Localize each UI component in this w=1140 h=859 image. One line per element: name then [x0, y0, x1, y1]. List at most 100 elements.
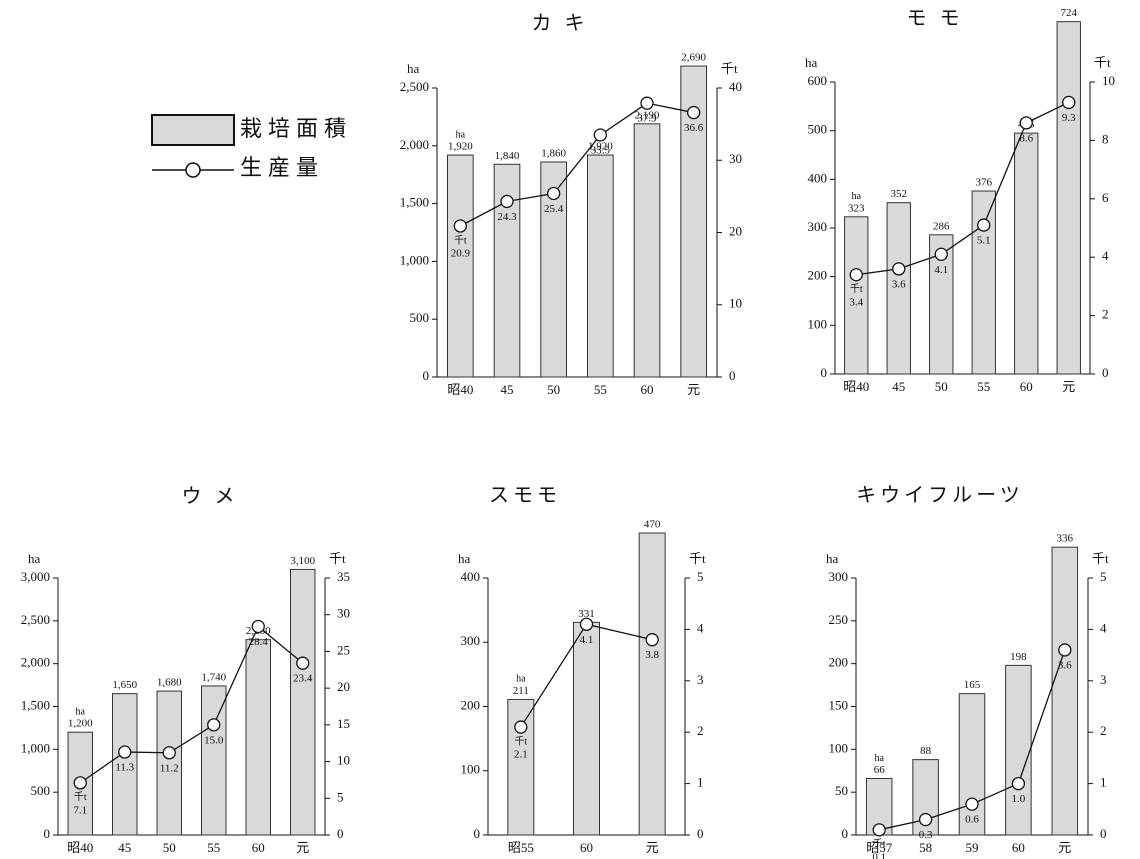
bar: [156, 690, 182, 836]
y-tick-label: 400: [461, 569, 481, 584]
line-value-label: 36.6: [684, 122, 704, 134]
line-marker: [965, 797, 979, 811]
line-value-label: 23.4: [293, 673, 313, 685]
bar-value-label: 88: [920, 745, 932, 757]
x-tick-label: 60: [641, 382, 654, 397]
y2-tick-label: 10: [729, 296, 742, 311]
y2-unit: 千t: [689, 551, 706, 566]
line-unit-label: 千t: [873, 838, 886, 850]
bar: [844, 216, 869, 375]
x-tick-label: 60: [252, 840, 265, 855]
bar-value-label: 336: [1057, 533, 1074, 545]
bar-value-label: 724: [1061, 7, 1078, 19]
line-unit-label: 千t: [454, 234, 467, 246]
y-tick-label: 600: [808, 73, 828, 88]
chart-title: モ モ: [907, 8, 964, 30]
line-value-label: 4.1: [934, 264, 948, 276]
y-unit: ha: [28, 551, 41, 566]
bar: [201, 685, 227, 836]
y-tick-label: 500: [410, 310, 430, 325]
bar-value-label: 1,200: [68, 718, 93, 730]
line-value-label: 28.4: [249, 636, 269, 648]
line-marker: [918, 812, 933, 827]
y2-tick-label: 2: [1100, 723, 1107, 738]
chart-title: カ キ: [532, 13, 589, 35]
bar: [929, 234, 954, 375]
y2-tick-label: 1: [697, 775, 704, 790]
line-value-label: 7.1: [73, 804, 87, 816]
y2-tick-label: 4: [1102, 248, 1109, 263]
bar-unit-label: ha: [852, 191, 862, 202]
line: [460, 102, 694, 227]
y-tick-label: 200: [829, 655, 849, 670]
bar-value-label: 2,190: [635, 109, 660, 121]
x-tick-label: 元: [687, 382, 700, 397]
line-marker: [514, 720, 528, 734]
x-tick-label: 45: [118, 840, 131, 855]
line: [856, 101, 1070, 276]
line-marker: [872, 823, 886, 837]
line-marker: [1019, 116, 1033, 130]
line-value-label: 33.5: [591, 144, 611, 156]
bar-value-label: 470: [644, 519, 661, 531]
x-tick-label: 45: [892, 379, 905, 394]
x-tick-label: 60: [1020, 379, 1033, 394]
y-tick-label: 0: [474, 826, 481, 841]
bar: [638, 532, 666, 836]
bar: [633, 123, 661, 378]
y-unit: ha: [805, 55, 818, 70]
y-tick-label: 300: [808, 219, 828, 234]
x-tick-label: 58: [919, 840, 932, 855]
y-tick-label: 400: [808, 170, 828, 185]
y-tick-label: 200: [461, 697, 481, 712]
line-value-label: 37.9: [637, 113, 657, 125]
y2-unit: 千t: [329, 551, 346, 566]
y-unit: ha: [407, 61, 420, 76]
line-marker: [251, 619, 265, 634]
line-value-label: 11.3: [115, 762, 134, 774]
line-value-label: 2.1: [514, 749, 528, 761]
bar-unit-label: ha: [76, 706, 86, 717]
bar: [1014, 132, 1039, 375]
bar-value-label: 165: [964, 679, 981, 691]
y-tick-label: 2,000: [400, 137, 429, 152]
line-value-label: 25.4: [544, 203, 564, 215]
line-marker: [1058, 643, 1072, 657]
x-tick-label: 60: [1012, 840, 1025, 855]
line-value-label: 20.9: [451, 248, 471, 260]
bar-unit-label: ha: [516, 674, 526, 685]
bar: [1051, 546, 1079, 836]
bar-value-label: 1,840: [495, 150, 520, 162]
y2-tick-label: 1: [1100, 775, 1107, 790]
bar: [507, 698, 535, 836]
y-tick-label: 100: [461, 762, 481, 777]
line-value-label: 3.8: [645, 649, 659, 661]
bar-value-label: 376: [976, 177, 993, 189]
y-tick-label: 2,000: [21, 655, 50, 670]
bar: [245, 639, 271, 836]
line-marker: [934, 247, 948, 261]
bar: [1056, 21, 1081, 375]
line-unit-label: 千t: [850, 283, 863, 295]
bar: [971, 190, 996, 375]
line-marker: [977, 218, 991, 232]
line-marker: [645, 633, 659, 647]
chart-title: ウ メ: [182, 486, 239, 508]
line-marker: [640, 96, 654, 110]
x-tick-label: 元: [646, 840, 659, 855]
y-tick-label: 500: [808, 122, 828, 137]
bar-unit-label: ha: [456, 129, 466, 140]
line-value-label: 3.6: [1058, 659, 1072, 671]
line-marker: [500, 194, 514, 209]
x-tick-label: 50: [935, 379, 948, 394]
y2-unit: 千t: [721, 61, 738, 76]
bar-value-label: 1,920: [448, 141, 473, 153]
x-tick-label: 50: [163, 840, 176, 855]
bar: [958, 693, 986, 836]
line-marker: [547, 186, 561, 201]
y2-tick-label: 25: [337, 642, 350, 657]
x-tick-label: 元: [296, 840, 309, 855]
y2-tick-label: 0: [1102, 365, 1109, 380]
y2-tick-label: 15: [337, 716, 350, 731]
y2-tick-label: 10: [337, 753, 350, 768]
